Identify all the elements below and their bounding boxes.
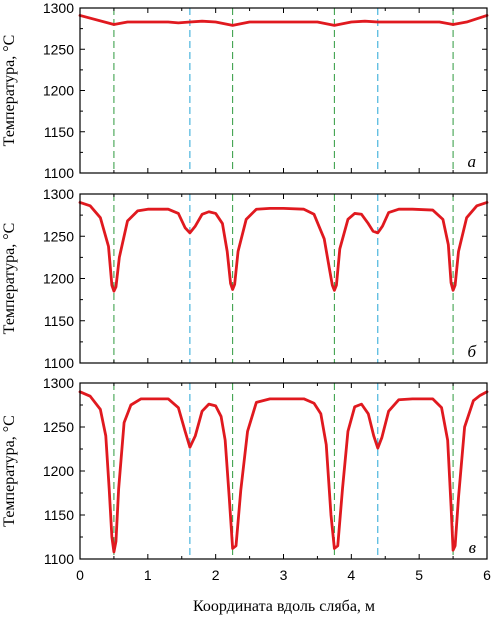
x-tick-label: 4 <box>347 567 355 583</box>
panel-letter: а <box>468 152 477 171</box>
plot-frame <box>79 382 488 560</box>
panel-letter: в <box>469 538 477 557</box>
y-axis-label: Температура, °С <box>1 223 18 335</box>
y-tick-label: 1200 <box>43 463 74 479</box>
chart-panel-3: 1100 1150 1200 1250 1300 Температура, °С в 0 1 2 3… <box>1 375 491 583</box>
chart-panel-2: 1100 1150 1200 1250 1300 Температура, °С б <box>1 186 489 371</box>
plot-frame <box>79 7 488 174</box>
y-tick-label: 1150 <box>44 313 74 329</box>
chart-panel-1: 1100 1150 1200 1250 1300 Температура, °С а <box>1 0 489 181</box>
x-axis-label: Координата вдоль сляба, м <box>193 598 375 615</box>
y-tick-label: 1150 <box>44 507 74 523</box>
plot-frame <box>79 193 488 364</box>
x-tick-label: 3 <box>280 567 288 583</box>
y-tick-label: 1250 <box>43 228 74 244</box>
temperature-line <box>78 390 489 554</box>
temperature-line <box>78 201 489 293</box>
x-tick-label: 0 <box>76 567 84 583</box>
y-tick-label: 1250 <box>43 41 74 57</box>
y-tick-label: 1300 <box>43 0 74 16</box>
y-tick-label: 1100 <box>44 355 74 371</box>
x-tick-label: 6 <box>483 567 491 583</box>
y-axis-label: Температура, °С <box>1 415 18 527</box>
y-axis-label: Температура, °С <box>1 35 18 147</box>
y-tick-label: 1100 <box>44 551 74 567</box>
y-tick-label: 1200 <box>43 271 74 287</box>
temperature-line <box>78 14 489 27</box>
panel-letter: б <box>467 342 476 361</box>
y-tick-label: 1200 <box>43 83 74 99</box>
y-tick-label: 1300 <box>43 186 74 202</box>
y-tick-label: 1300 <box>43 375 74 391</box>
x-tick-label: 5 <box>415 567 423 583</box>
y-tick-label: 1100 <box>44 165 74 181</box>
y-tick-label: 1150 <box>44 124 74 140</box>
x-tick-label: 1 <box>144 567 152 583</box>
x-tick-label: 2 <box>212 567 220 583</box>
y-tick-label: 1250 <box>43 419 74 435</box>
